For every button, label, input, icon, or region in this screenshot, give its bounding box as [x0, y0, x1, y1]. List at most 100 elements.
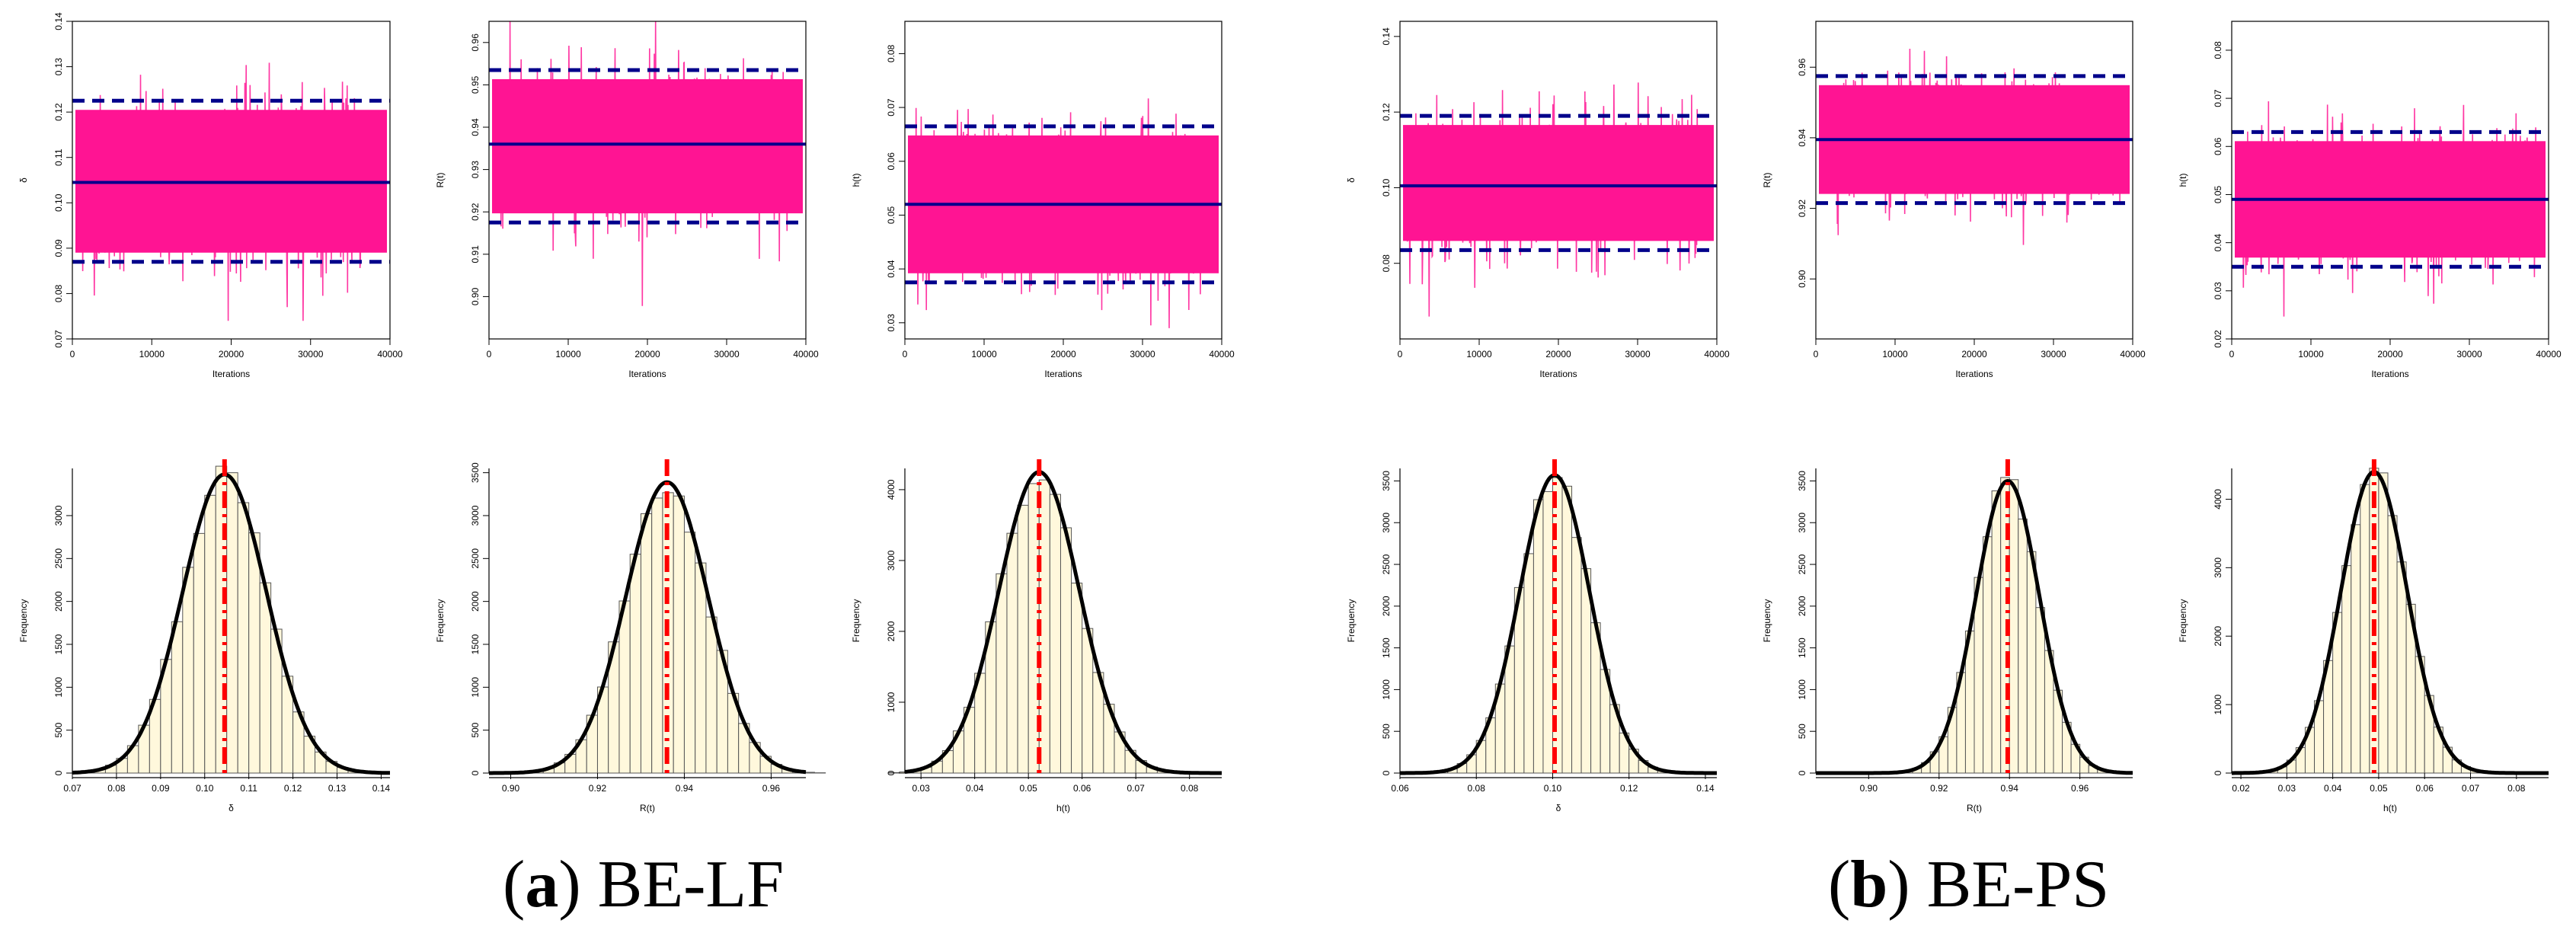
- x-tick-label: 0.06: [1073, 783, 1091, 794]
- x-tick-label: 0: [1398, 349, 1403, 359]
- y-tick-label: 0.93: [470, 161, 481, 179]
- y-tick-label: 0.09: [53, 239, 64, 257]
- x-tick-label: 0.94: [2001, 783, 2019, 794]
- x-tick-label: 20000: [219, 349, 244, 359]
- x-tick-label: 0.04: [966, 783, 984, 794]
- x-tick-label: 30000: [2456, 349, 2482, 359]
- histogram-bar: [1059, 527, 1072, 774]
- y-tick-label: 3500: [1797, 471, 1807, 491]
- y-tick-label: 0.96: [470, 34, 481, 52]
- y-tick-label: 2000: [2213, 626, 2223, 647]
- y-tick-label: 0.90: [470, 287, 481, 305]
- trace-dense-band: [492, 78, 803, 214]
- y-tick-label: 0.04: [2213, 234, 2223, 252]
- x-tick-label: 0.12: [1620, 783, 1638, 794]
- histogram-plot-6: 0.02 0.03 0.04 0.05 0.06 0.07 0.08 0 1000 2000 300…: [2178, 459, 2549, 813]
- x-tick-label: 0.06: [2416, 783, 2434, 794]
- x-tick-label: 0.03: [912, 783, 930, 794]
- y-tick-label: 0.06: [2213, 137, 2223, 155]
- y-tick-label: 0.91: [470, 245, 481, 264]
- histogram-bar: [2378, 472, 2389, 774]
- histogram-bar: [683, 532, 696, 774]
- x-tick-label: 10000: [971, 349, 997, 359]
- y-tick-label: 1000: [886, 692, 896, 712]
- histogram-bar: [1049, 494, 1061, 774]
- x-tick-label: 20000: [1961, 349, 1987, 359]
- x-tick-label: 0.92: [1930, 783, 1948, 794]
- histogram-bar: [705, 616, 718, 774]
- x-tick-label: 20000: [1545, 349, 1571, 359]
- x-tick-label: 0.05: [2370, 783, 2388, 794]
- y-tick-label: 0.04: [886, 260, 896, 278]
- x-tick-label: 20000: [1050, 349, 1076, 359]
- histogram-bar: [1532, 499, 1544, 774]
- histogram-plot-2: 0.90 0.92 0.94 0.96 0 500 1000 1500 2000 2500 3000…: [435, 459, 826, 813]
- y-tick-label: 1500: [53, 634, 64, 654]
- histogram-bar: [226, 472, 238, 774]
- trace-plot-5: 0 10000 20000 30000 40000 0.90 0.92 0.94 0.96 Ite…: [1762, 21, 2146, 379]
- y-tick-label: 0.10: [53, 193, 64, 212]
- x-tick-label: 0.10: [1544, 783, 1562, 794]
- x-tick-label: 30000: [298, 349, 324, 359]
- y-tick-label: 3000: [1381, 513, 1392, 533]
- x-tick-label: 0: [1814, 349, 1819, 359]
- x-tick-label: 0: [487, 349, 492, 359]
- y-tick-label: 2000: [886, 621, 896, 641]
- y-tick-label: 2000: [53, 591, 64, 612]
- y-tick-label: 3000: [470, 505, 481, 526]
- y-tick-label: 0: [1381, 770, 1392, 775]
- y-tick-label: 0.07: [2213, 89, 2223, 107]
- x-axis-label: h(t): [1056, 803, 1070, 813]
- y-tick-label: 0.03: [2213, 282, 2223, 300]
- density-curve: [904, 470, 1222, 775]
- x-tick-label: 30000: [1625, 349, 1651, 359]
- y-tick-label: 0: [470, 770, 481, 775]
- y-tick-label: 0.94: [1797, 129, 1807, 147]
- histogram-bar: [2387, 515, 2398, 774]
- histogram-bar: [193, 532, 206, 774]
- y-tick-label: 500: [53, 722, 64, 737]
- histogram-bar: [2360, 484, 2370, 774]
- x-axis-label: δ: [229, 803, 234, 813]
- x-tick-label: 20000: [2377, 349, 2403, 359]
- histogram-bar: [204, 494, 216, 774]
- y-axis-label: R(t): [1762, 173, 1772, 188]
- x-tick-label: 0.96: [762, 783, 781, 794]
- x-axis-label: Iterations: [628, 369, 666, 379]
- x-tick-label: 0.07: [2462, 783, 2480, 794]
- y-axis-label: δ: [1346, 177, 1357, 183]
- x-axis-label: Iterations: [1044, 369, 1082, 379]
- x-tick-label: 0.07: [1127, 783, 1146, 794]
- x-axis-label: h(t): [2383, 803, 2397, 813]
- histogram-bar: [1006, 532, 1018, 774]
- y-tick-label: 2500: [53, 548, 64, 569]
- histogram-bar: [1571, 537, 1582, 774]
- x-tick-label: 0.03: [2278, 783, 2296, 794]
- histogram-bar: [2035, 607, 2045, 774]
- x-tick-label: 0.12: [284, 783, 302, 794]
- x-tick-label: 0.96: [2071, 783, 2089, 794]
- x-tick-label: 0.06: [1391, 783, 1409, 794]
- y-tick-label: 4000: [2213, 489, 2223, 510]
- y-tick-label: 0.05: [2213, 185, 2223, 203]
- histogram-bar: [695, 562, 707, 774]
- y-axis-label: h(t): [2178, 173, 2188, 187]
- histogram-bar: [2341, 565, 2352, 774]
- x-tick-label: 0.14: [372, 783, 391, 794]
- y-tick-label: 1000: [1381, 679, 1392, 700]
- x-tick-label: 0.90: [1860, 783, 1878, 794]
- y-tick-label: 0.14: [53, 12, 64, 30]
- y-axis-label: R(t): [435, 173, 446, 188]
- histogram-bar: [2018, 518, 2028, 774]
- x-tick-label: 0.08: [2507, 783, 2526, 794]
- x-tick-label: 0.94: [676, 783, 694, 794]
- y-tick-label: 4000: [886, 479, 896, 500]
- histogram-plot-4: 0.06 0.08 0.10 0.12 0.14 0 500 1000 1500 2000 2500…: [1346, 459, 1717, 813]
- y-tick-label: 0: [886, 770, 896, 775]
- x-tick-label: 0.09: [152, 783, 170, 794]
- y-tick-label: 500: [470, 722, 481, 737]
- trace-plot-3: 0 10000 20000 30000 40000 0.03 0.04 0.05 0.06 0.0…: [851, 21, 1235, 379]
- x-tick-label: 0.10: [196, 783, 214, 794]
- x-tick-label: 40000: [377, 349, 403, 359]
